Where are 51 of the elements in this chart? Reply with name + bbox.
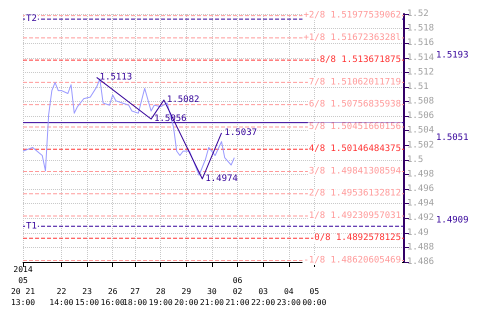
ref-line-label: 0/8 1.4892578125 <box>314 233 401 244</box>
x-tick-label: 03 22:00 <box>251 287 276 307</box>
x-tick-label: 05 00:00 <box>302 287 327 307</box>
y-tick-label: 1.52 <box>407 9 429 19</box>
y-tick-label: 1.5 <box>407 154 424 165</box>
y-tick-label: 1.504 <box>407 126 434 136</box>
x-tick-label: 28 19:00 <box>148 287 173 307</box>
data-label: 1.5037 <box>224 128 258 138</box>
ref-line-label: 5/8 1.50451660156 <box>308 122 401 132</box>
x-tick-label: 26 16:00 <box>100 287 125 307</box>
y-tick-label: 1.486 <box>407 257 434 267</box>
y-tick-label: 1.516 <box>407 38 434 48</box>
ref-line-label: +1/8 1.5167236328l <box>303 32 401 43</box>
ref-line-label: -1/8 1.48620605469 <box>303 255 401 266</box>
text: 1.5051 <box>436 133 469 143</box>
y-tick-label: 1.502 <box>407 140 434 150</box>
ref-line-label: T1 <box>26 221 37 232</box>
data-label: 1.5082 <box>166 95 200 106</box>
y-tick-label: 1.494 <box>407 198 434 209</box>
text: 1.4909 <box>436 216 469 226</box>
x-tick-label: 04 23:00 <box>276 287 301 307</box>
y-tick-label: 1.496 <box>407 184 434 194</box>
ref-line-label: 2/8 1.49536132812 <box>308 188 401 199</box>
x-tick-label: 30 21:00 <box>200 287 224 307</box>
ref-line-label: 6/8 1.50756835938 <box>308 100 401 110</box>
ref-line-label: T2 <box>26 14 37 24</box>
x-tick-label: 2014 05 20 21 13:00 <box>10 265 36 307</box>
ref-line-label: 4/8 1.50146484375 <box>308 144 401 154</box>
ref-line-label: 3/8 1.49841308594 <box>308 166 401 176</box>
data-label: 1.5113 <box>100 72 132 82</box>
ref-line-label: 8/8 1.513671875 <box>320 55 401 66</box>
data-label: 1.4974 <box>205 174 238 184</box>
y-tick-label: 1.492 <box>407 213 434 224</box>
x-tick-label: 22 14:00 <box>49 287 74 307</box>
y-tick-label: 1.51 <box>407 82 429 92</box>
y-tick-label: 1.512 <box>407 67 434 78</box>
y-tick-label: 1.506 <box>407 111 434 122</box>
ref-line-label: 7/8 1.51062011719 <box>308 77 401 88</box>
x-tick-label: 23 15:00 <box>75 287 100 307</box>
y-tick-label: 1.49 <box>407 228 429 238</box>
y-tick-label: 1.498 <box>407 169 434 180</box>
x-tick-label: 27 18:00 <box>123 287 148 307</box>
ref-line-label: +2/8 1.51977539062 <box>303 10 401 21</box>
x-tick-label: 29 20:00 <box>174 287 199 307</box>
y-tick-label: 1.514 <box>407 52 434 63</box>
y-tick-label: 1.518 <box>407 24 434 34</box>
text: 1.5193 <box>436 50 469 60</box>
ref-line-label: 1/8 1.49230957031 <box>308 210 401 221</box>
y-tick-label: 1.488 <box>407 242 434 252</box>
x-tick-label: 06 02 21:00 <box>225 276 250 307</box>
y-tick-label: 1.508 <box>407 96 434 107</box>
